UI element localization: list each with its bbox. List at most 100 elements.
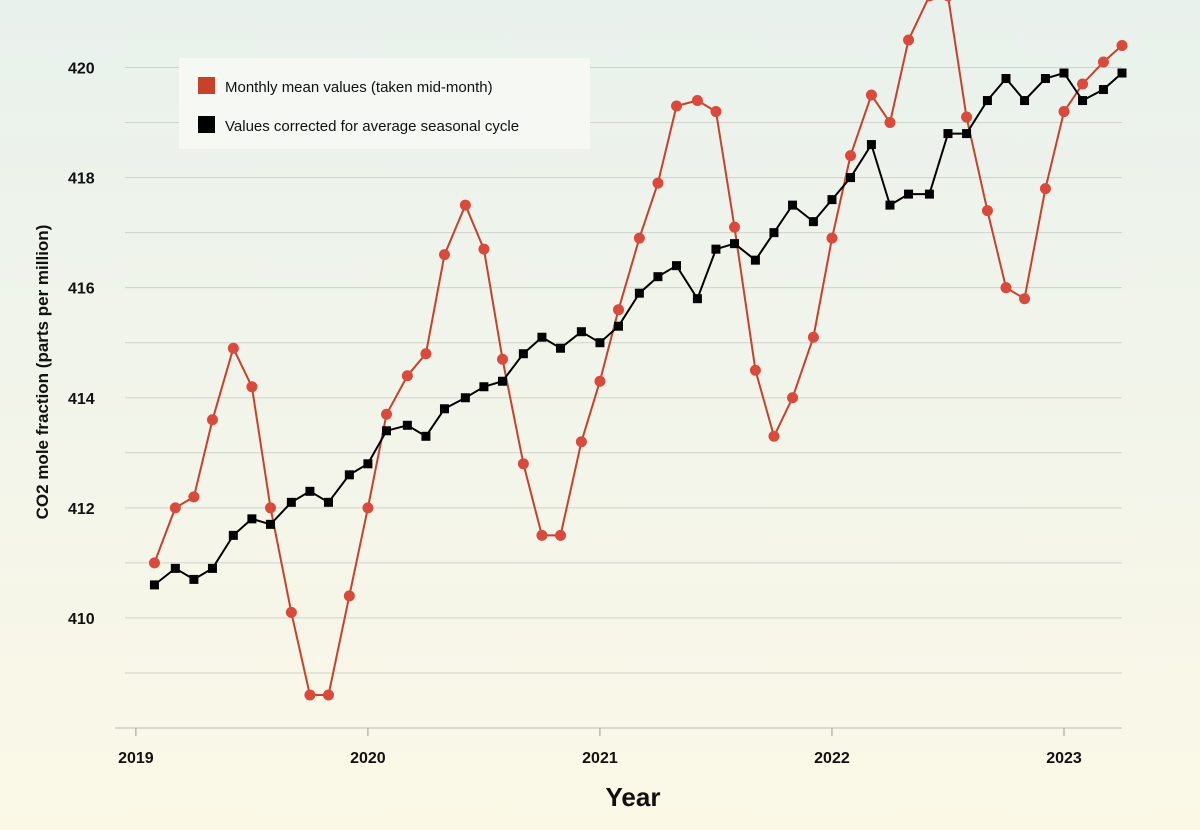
data-point	[672, 261, 682, 271]
data-point	[286, 497, 296, 507]
data-point	[788, 200, 798, 210]
data-point	[381, 426, 391, 436]
data-point	[228, 530, 238, 540]
data-point	[554, 529, 566, 541]
x-tick-label: 2023	[1046, 750, 1082, 767]
data-point	[207, 563, 217, 573]
data-point	[866, 140, 876, 150]
gridlines	[125, 67, 1122, 674]
data-point	[265, 519, 275, 529]
data-point	[518, 349, 528, 359]
data-point	[322, 689, 334, 701]
data-point	[904, 189, 914, 199]
data-point	[768, 430, 780, 442]
y-ticks: 410 412 414 416 418 420	[68, 61, 95, 628]
data-point	[613, 304, 624, 316]
y-axis-title: CO2 mole fraction (parts per million)	[33, 225, 52, 520]
data-point	[363, 459, 373, 469]
data-point	[1001, 74, 1011, 84]
data-point	[323, 497, 333, 507]
data-point	[1078, 96, 1088, 106]
data-point	[285, 606, 297, 618]
y-tick-label: 416	[68, 281, 95, 298]
data-point	[1097, 56, 1109, 68]
data-point	[575, 436, 587, 448]
legend-swatch-monthly	[198, 77, 215, 94]
data-point	[1058, 106, 1070, 118]
data-point	[769, 228, 779, 238]
data-point	[497, 376, 507, 386]
data-point	[925, 0, 934, 2]
data-point	[517, 458, 529, 470]
data-point	[691, 95, 703, 107]
data-point	[633, 232, 645, 244]
data-point	[439, 404, 449, 414]
data-point	[787, 392, 799, 404]
y-tick-label: 414	[68, 391, 95, 408]
data-point	[807, 331, 819, 343]
data-point	[943, 129, 953, 139]
data-point	[1098, 85, 1108, 95]
data-point	[227, 342, 239, 354]
data-point	[1059, 68, 1069, 78]
data-point	[729, 221, 741, 233]
data-point	[1039, 183, 1051, 195]
data-point	[750, 255, 760, 265]
data-point	[595, 338, 605, 348]
data-point	[730, 239, 740, 249]
x-tick-label: 2021	[582, 750, 618, 767]
data-point	[264, 502, 276, 514]
data-point	[188, 491, 200, 503]
series-layer	[148, 0, 1128, 701]
data-point	[903, 34, 915, 46]
legend-box	[179, 58, 590, 149]
data-point	[169, 502, 181, 514]
data-point	[555, 343, 565, 353]
legend-label-monthly: Monthly mean values (taken mid-month)	[225, 79, 493, 96]
data-point	[845, 150, 857, 162]
y-tick-label: 410	[68, 611, 95, 628]
data-point	[148, 557, 160, 569]
data-point	[420, 348, 432, 360]
data-point	[826, 232, 838, 244]
data-point	[305, 486, 315, 496]
data-point	[808, 217, 818, 227]
legend-swatch-corrected	[198, 116, 215, 133]
data-point	[961, 111, 973, 123]
data-point	[827, 195, 837, 205]
y-tick-label: 418	[68, 171, 95, 188]
data-point	[438, 249, 450, 261]
data-point	[1116, 40, 1128, 52]
data-point	[380, 408, 392, 420]
data-point	[496, 353, 508, 365]
data-point	[421, 431, 431, 441]
series-0	[148, 0, 1128, 701]
data-point	[362, 502, 374, 514]
data-point	[634, 288, 644, 298]
data-point	[711, 244, 721, 254]
data-point	[206, 414, 218, 426]
data-point	[537, 332, 547, 342]
data-point	[460, 393, 470, 403]
data-point	[246, 381, 258, 393]
data-point	[981, 205, 993, 217]
data-point	[149, 580, 159, 590]
data-point	[962, 129, 972, 139]
x-tick-label: 2022	[814, 750, 850, 767]
data-point	[1040, 74, 1050, 84]
data-point	[1000, 282, 1012, 294]
legend-label-corrected: Values corrected for average seasonal cy…	[225, 118, 519, 135]
y-tick-label: 412	[68, 501, 95, 518]
data-point	[459, 199, 471, 211]
data-point	[692, 294, 702, 304]
data-point	[170, 563, 180, 573]
x-tick-label: 2020	[350, 750, 386, 767]
data-point	[344, 470, 354, 480]
data-point	[536, 529, 548, 541]
data-point	[576, 327, 586, 337]
data-point	[749, 364, 761, 376]
data-point	[1019, 293, 1031, 305]
x-axis-title: Year	[606, 782, 661, 812]
data-point	[1020, 96, 1030, 106]
